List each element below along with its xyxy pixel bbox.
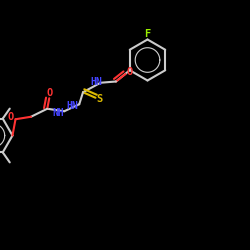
- Text: F: F: [144, 29, 150, 39]
- Text: S: S: [97, 94, 103, 104]
- Text: O: O: [126, 67, 132, 77]
- Text: HN: HN: [66, 101, 78, 111]
- Text: O: O: [46, 88, 52, 98]
- Text: NH: NH: [52, 108, 64, 118]
- Text: O: O: [8, 112, 14, 122]
- Text: HN: HN: [90, 77, 102, 87]
